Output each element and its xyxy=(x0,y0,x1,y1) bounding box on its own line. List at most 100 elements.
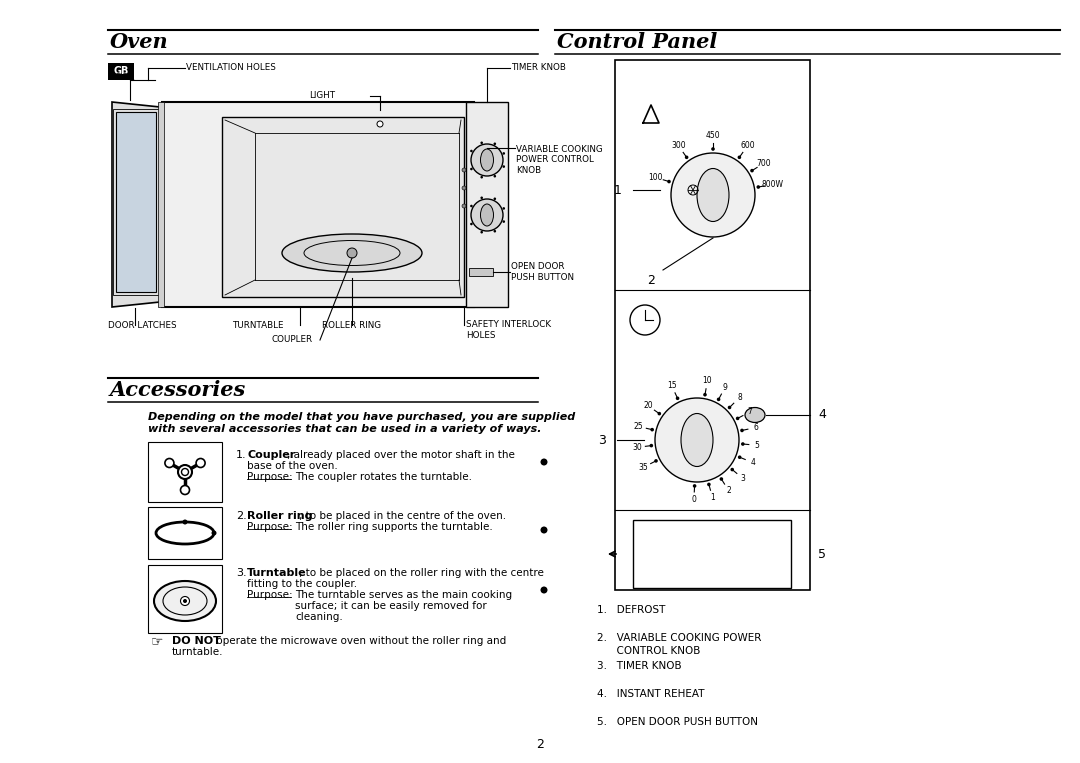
Text: 8: 8 xyxy=(737,393,742,402)
Text: 30: 30 xyxy=(633,443,643,452)
Text: , already placed over the motor shaft in the: , already placed over the motor shaft in… xyxy=(287,450,515,460)
Text: ROLLER RING: ROLLER RING xyxy=(322,320,381,330)
Circle shape xyxy=(735,417,740,420)
Circle shape xyxy=(502,221,505,223)
Bar xyxy=(148,565,222,633)
Text: 3.: 3. xyxy=(237,568,246,578)
Circle shape xyxy=(502,166,505,168)
Circle shape xyxy=(481,141,483,144)
Text: VENTILATION HOLES: VENTILATION HOLES xyxy=(186,63,275,72)
Text: VARIABLE COOKING
POWER CONTROL
KNOB: VARIABLE COOKING POWER CONTROL KNOB xyxy=(516,145,603,175)
Text: 35: 35 xyxy=(638,462,648,472)
Text: ☞: ☞ xyxy=(151,634,163,648)
Text: 1.: 1. xyxy=(237,450,246,460)
Circle shape xyxy=(494,198,496,200)
Circle shape xyxy=(502,207,505,210)
Text: 3: 3 xyxy=(741,474,745,483)
Circle shape xyxy=(212,530,216,536)
Bar xyxy=(633,520,791,588)
Circle shape xyxy=(630,305,660,335)
Ellipse shape xyxy=(745,407,765,423)
Circle shape xyxy=(494,175,496,178)
Text: 5: 5 xyxy=(818,548,826,561)
Ellipse shape xyxy=(282,234,422,272)
Text: 300: 300 xyxy=(672,141,686,150)
Circle shape xyxy=(751,169,754,172)
Circle shape xyxy=(165,459,174,468)
Text: SAFETY INTERLOCK
HOLES: SAFETY INTERLOCK HOLES xyxy=(465,320,551,340)
Circle shape xyxy=(462,168,465,172)
Text: Turntable: Turntable xyxy=(247,568,307,578)
Text: 9: 9 xyxy=(723,382,728,391)
Text: base of the oven.: base of the oven. xyxy=(247,461,338,471)
Circle shape xyxy=(756,185,760,188)
Text: 7: 7 xyxy=(747,407,753,417)
Text: operate the microwave oven without the roller ring and: operate the microwave oven without the r… xyxy=(213,636,507,646)
Circle shape xyxy=(471,199,503,231)
Text: 10: 10 xyxy=(703,376,712,385)
Bar xyxy=(108,63,134,80)
Text: 2.   VARIABLE COOKING POWER: 2. VARIABLE COOKING POWER xyxy=(597,633,761,643)
Text: DO NOT: DO NOT xyxy=(172,636,221,646)
Bar xyxy=(469,268,492,276)
Circle shape xyxy=(738,456,742,459)
Text: turntable.: turntable. xyxy=(172,647,224,657)
Circle shape xyxy=(654,459,658,462)
Text: Control Panel: Control Panel xyxy=(557,32,717,52)
Text: , to be placed in the centre of the oven.: , to be placed in the centre of the oven… xyxy=(299,511,507,521)
Circle shape xyxy=(740,429,744,432)
Text: 3: 3 xyxy=(598,433,606,446)
Text: 4: 4 xyxy=(751,458,755,467)
Circle shape xyxy=(658,412,661,415)
Text: The turntable serves as the main cooking: The turntable serves as the main cooking xyxy=(295,590,512,600)
Text: GB: GB xyxy=(113,66,129,76)
Circle shape xyxy=(471,144,503,176)
Text: The coupler rotates the turntable.: The coupler rotates the turntable. xyxy=(295,472,472,482)
Circle shape xyxy=(741,443,744,446)
Circle shape xyxy=(470,168,473,170)
Text: Roller ring: Roller ring xyxy=(247,511,312,521)
Text: TURNTABLE: TURNTABLE xyxy=(232,320,283,330)
Circle shape xyxy=(180,485,189,494)
Text: 0: 0 xyxy=(691,495,697,504)
Text: Purpose:: Purpose: xyxy=(247,472,293,482)
Bar xyxy=(158,102,164,307)
Circle shape xyxy=(540,587,548,594)
Circle shape xyxy=(347,248,357,258)
Ellipse shape xyxy=(481,204,494,226)
Text: DOOR LATCHES: DOOR LATCHES xyxy=(108,320,177,330)
Text: 6: 6 xyxy=(753,423,758,432)
Circle shape xyxy=(502,152,505,155)
Circle shape xyxy=(728,406,731,409)
Text: 800W: 800W xyxy=(761,180,783,189)
Circle shape xyxy=(180,597,189,606)
Text: OPEN DOOR
PUSH BUTTON: OPEN DOOR PUSH BUTTON xyxy=(511,262,573,282)
Circle shape xyxy=(470,204,473,208)
Text: 2: 2 xyxy=(536,739,544,752)
Text: 600: 600 xyxy=(740,141,755,150)
Ellipse shape xyxy=(697,169,729,221)
Circle shape xyxy=(703,393,706,397)
Text: DOOR: DOOR xyxy=(108,73,135,82)
Ellipse shape xyxy=(681,414,713,466)
Text: 4.   INSTANT REHEAT: 4. INSTANT REHEAT xyxy=(597,689,704,699)
Text: 2.: 2. xyxy=(237,511,246,521)
Text: 1.   DEFROST: 1. DEFROST xyxy=(597,605,665,615)
Text: Accessories: Accessories xyxy=(110,380,246,400)
Text: 1: 1 xyxy=(615,183,622,197)
Circle shape xyxy=(470,223,473,225)
Text: The roller ring supports the turntable.: The roller ring supports the turntable. xyxy=(295,522,492,532)
Circle shape xyxy=(377,121,383,127)
Circle shape xyxy=(462,186,465,190)
Text: cleaning.: cleaning. xyxy=(295,612,342,622)
Text: 1: 1 xyxy=(711,494,715,503)
Bar xyxy=(615,60,810,590)
Bar xyxy=(148,442,222,502)
Circle shape xyxy=(707,483,711,486)
Bar xyxy=(465,102,508,307)
Circle shape xyxy=(738,156,741,159)
Text: 700: 700 xyxy=(757,159,771,168)
Circle shape xyxy=(481,197,483,199)
Circle shape xyxy=(712,147,715,151)
Circle shape xyxy=(676,397,679,400)
